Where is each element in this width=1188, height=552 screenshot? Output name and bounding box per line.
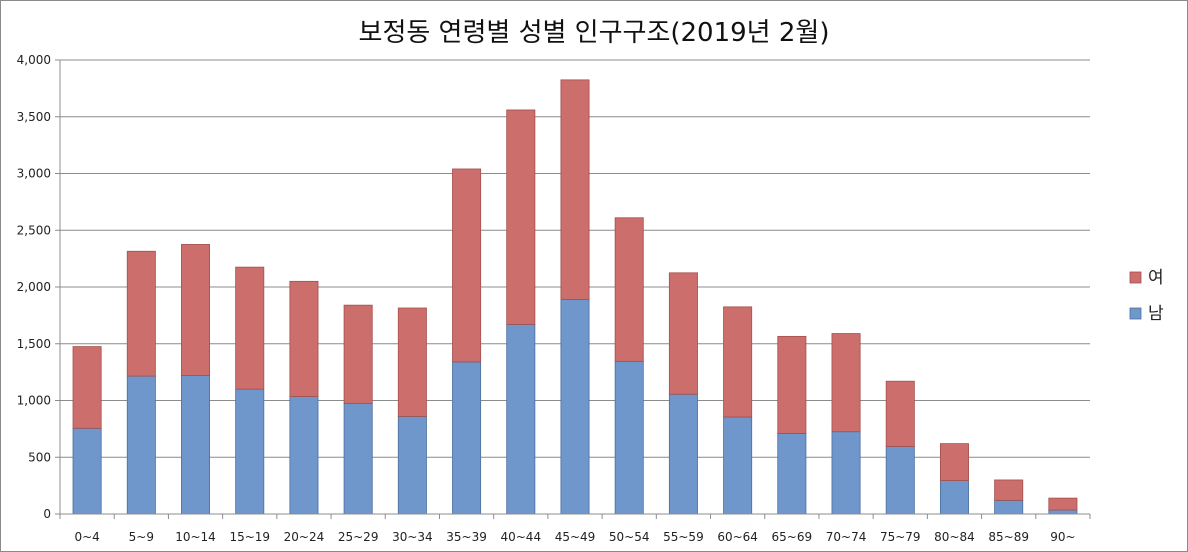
bar-female-40~44 xyxy=(506,109,536,325)
x-tick-label: 5~9 xyxy=(129,530,154,544)
x-tick-label: 70~74 xyxy=(826,530,867,544)
x-tick-label: 75~79 xyxy=(880,530,921,544)
bar-female-55~59 xyxy=(668,272,698,395)
x-tick-label: 0~4 xyxy=(74,530,99,544)
bar-male-80~84 xyxy=(939,480,969,515)
bar-male-15~19 xyxy=(235,388,265,515)
bar-male-45~49 xyxy=(560,299,590,515)
x-tick-label: 20~24 xyxy=(284,530,325,544)
bar-female-90~ xyxy=(1048,497,1078,511)
bar-male-50~54 xyxy=(614,360,644,515)
bar-female-30~34 xyxy=(397,307,427,417)
x-tick-label: 60~64 xyxy=(717,530,758,544)
bar-male-40~44 xyxy=(506,324,536,515)
chart-title: 보정동 연령별 성별 인구구조(2019년 2월) xyxy=(358,18,830,48)
x-tick-label: 15~19 xyxy=(229,530,270,544)
bar-female-5~9 xyxy=(126,250,156,377)
bar-male-20~24 xyxy=(289,396,319,515)
x-tick-label: 10~14 xyxy=(175,530,216,544)
bar-male-35~39 xyxy=(452,361,482,515)
y-tick-label: 1,000 xyxy=(17,394,51,408)
axes xyxy=(55,59,1091,519)
legend: 여남 xyxy=(1129,268,1164,324)
x-tick-label: 35~39 xyxy=(446,530,487,544)
bar-female-20~24 xyxy=(289,280,319,397)
y-axis-ticks: 0 500 1,000 1,500 2,000 2,500 3,000 3,500 4,000 xyxy=(17,53,51,521)
y-tick-label: 2,000 xyxy=(17,280,51,294)
legend-label-여: 여 xyxy=(1148,268,1164,288)
bar-female-10~14 xyxy=(181,244,211,376)
x-tick-label: 50~54 xyxy=(609,530,650,544)
bar-female-15~19 xyxy=(235,266,265,390)
x-axis-ticks: 0~4 5~9 10~14 15~19 20~24 25~29 30~34 35~39 40~4… xyxy=(74,530,1075,544)
bars xyxy=(72,79,1078,515)
y-tick-label: 1,500 xyxy=(17,337,51,351)
x-tick-label: 30~34 xyxy=(392,530,433,544)
bar-female-70~74 xyxy=(831,333,861,433)
bar-male-25~29 xyxy=(343,402,373,515)
bar-female-25~29 xyxy=(343,304,373,404)
legend-swatch-여 xyxy=(1129,271,1142,284)
bar-male-90~ xyxy=(1048,509,1078,515)
x-tick-label: 40~44 xyxy=(500,530,541,544)
x-tick-label: 80~84 xyxy=(934,530,975,544)
bar-male-65~69 xyxy=(777,433,807,515)
y-tick-label: 2,500 xyxy=(17,223,51,237)
y-tick-label: 4,000 xyxy=(17,53,51,67)
y-tick-label: 3,000 xyxy=(17,167,51,181)
bar-male-0~4 xyxy=(72,427,102,515)
bar-male-30~34 xyxy=(397,415,427,515)
bar-female-60~64 xyxy=(723,306,753,418)
bar-female-85~89 xyxy=(994,479,1024,501)
x-tick-label: 25~29 xyxy=(338,530,379,544)
bar-female-35~39 xyxy=(452,168,482,363)
bar-female-50~54 xyxy=(614,217,644,362)
bar-male-70~74 xyxy=(831,431,861,515)
bar-female-0~4 xyxy=(72,346,102,429)
x-tick-label: 90~ xyxy=(1050,530,1075,544)
bar-female-45~49 xyxy=(560,79,590,300)
x-tick-label: 85~89 xyxy=(988,530,1029,544)
bar-male-60~64 xyxy=(723,416,753,515)
y-tick-label: 500 xyxy=(28,450,51,464)
bar-female-75~79 xyxy=(885,380,915,447)
bar-male-75~79 xyxy=(885,446,915,515)
bar-male-5~9 xyxy=(126,375,156,515)
bar-male-85~89 xyxy=(994,499,1024,515)
bar-male-55~59 xyxy=(668,393,698,515)
x-tick-label: 45~49 xyxy=(555,530,596,544)
bar-female-80~84 xyxy=(939,443,969,481)
y-tick-label: 3,500 xyxy=(17,110,51,124)
legend-label-남: 남 xyxy=(1148,304,1164,324)
x-tick-label: 65~69 xyxy=(772,530,813,544)
bar-male-10~14 xyxy=(181,375,211,515)
y-tick-label: 0 xyxy=(43,507,51,521)
x-tick-label: 55~59 xyxy=(663,530,704,544)
legend-swatch-남 xyxy=(1129,307,1142,320)
bar-female-65~69 xyxy=(777,335,807,434)
